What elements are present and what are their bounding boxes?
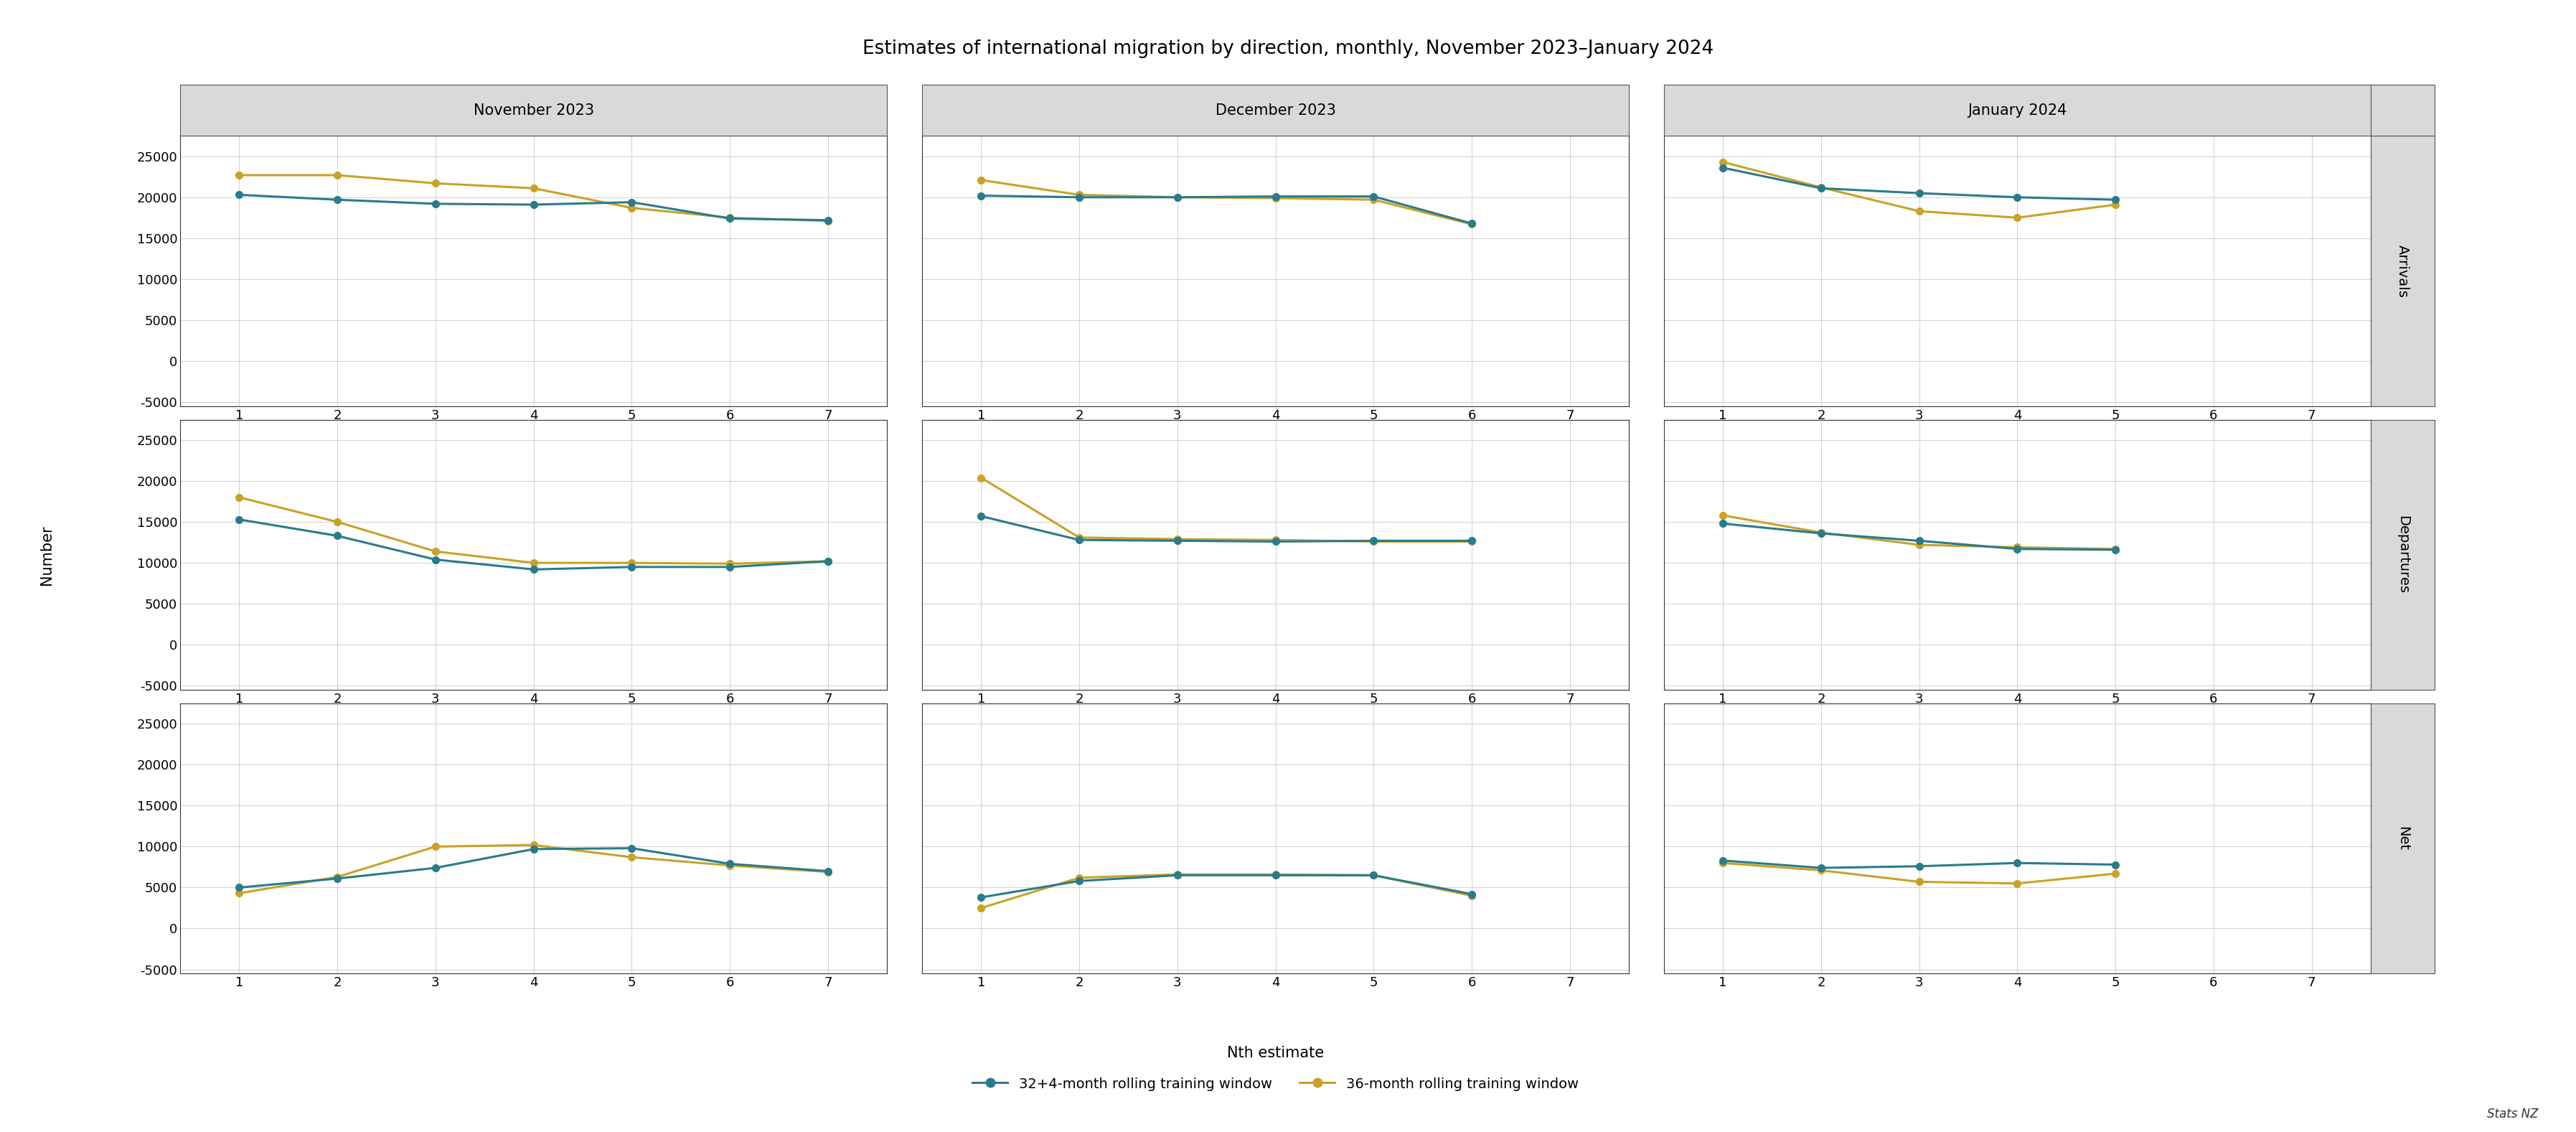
Text: Arrivals: Arrivals — [2396, 245, 2409, 298]
Text: November 2023: November 2023 — [474, 103, 595, 118]
Text: December 2023: December 2023 — [1216, 103, 1334, 118]
Text: Estimates of international migration by direction, monthly, November 2023–Januar: Estimates of international migration by … — [863, 40, 1713, 58]
Text: Stats NZ: Stats NZ — [2486, 1108, 2537, 1121]
Text: January 2024: January 2024 — [1968, 103, 2066, 118]
Text: Departures: Departures — [2396, 515, 2409, 594]
Legend: 32+4-month rolling training window, 36-month rolling training window: 32+4-month rolling training window, 36-m… — [966, 1071, 1584, 1097]
Text: Nth estimate: Nth estimate — [1226, 1046, 1324, 1060]
Text: Net: Net — [2396, 826, 2409, 850]
Text: Number: Number — [39, 524, 54, 585]
